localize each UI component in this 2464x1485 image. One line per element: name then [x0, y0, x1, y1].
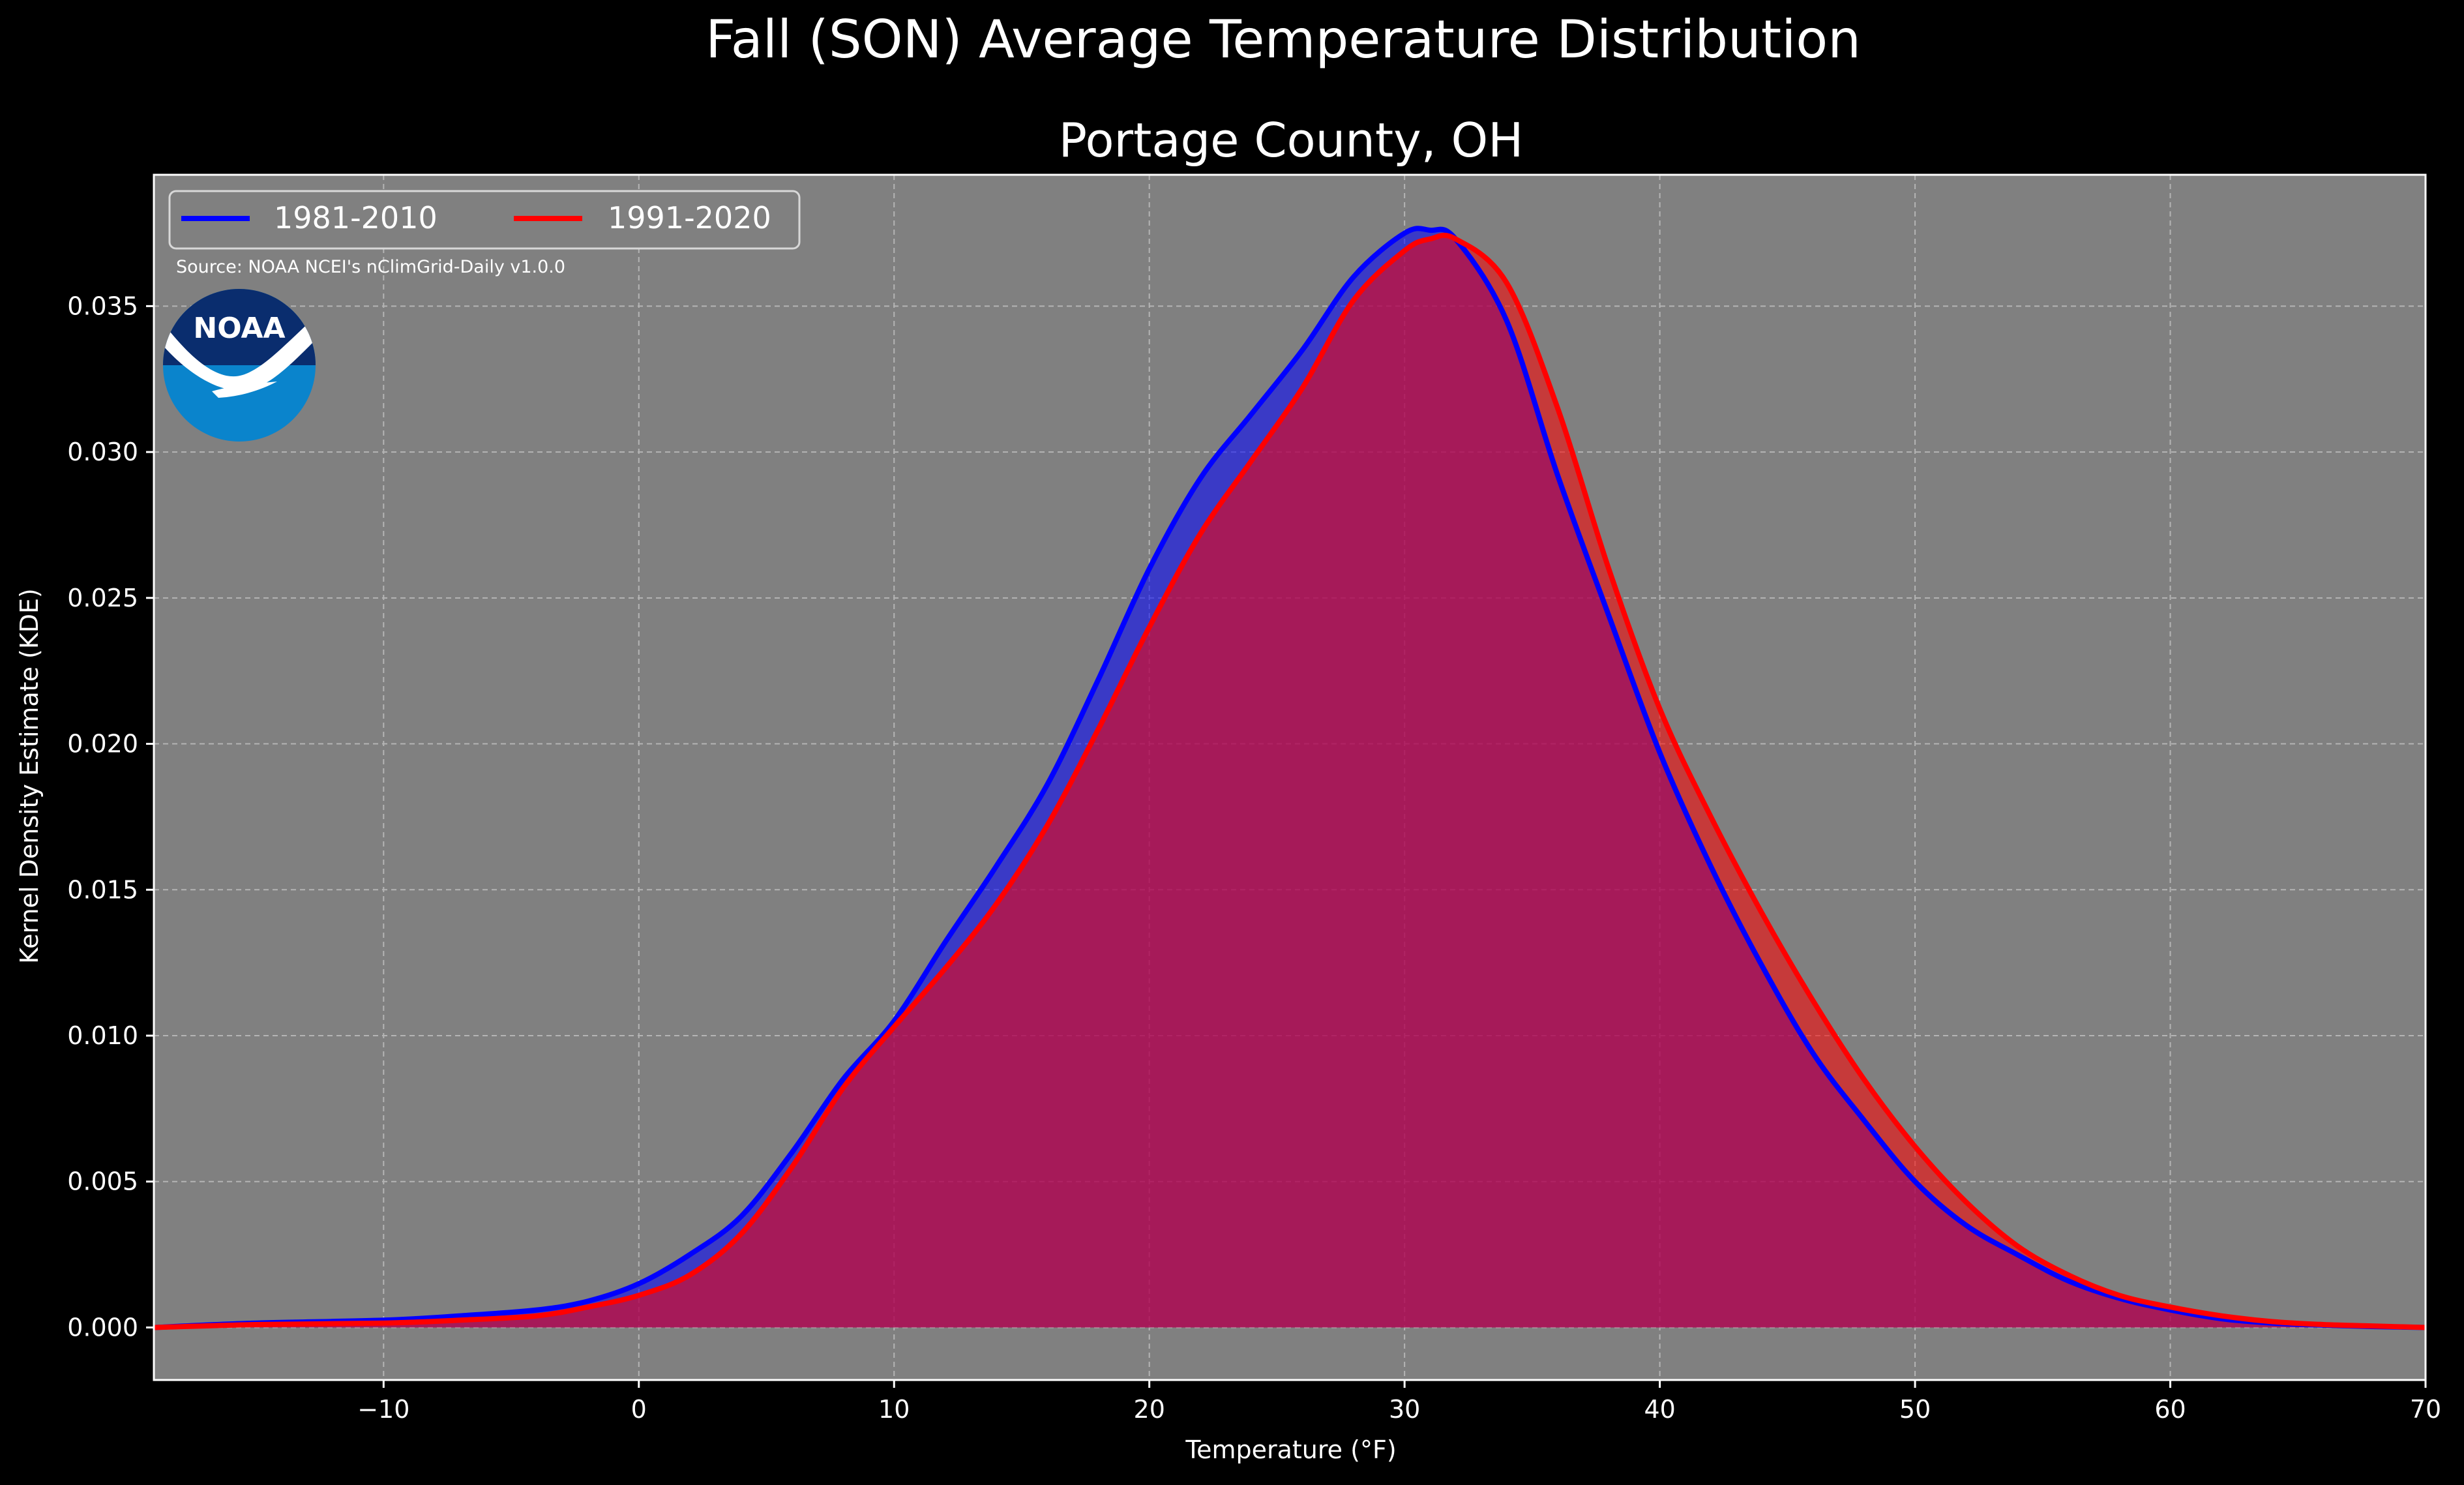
plot-frame [153, 173, 2427, 1381]
y-tick-label: 0.025 [67, 584, 138, 612]
series-areas [154, 228, 2426, 1328]
chart-subtitle: Portage County, OH [1059, 113, 1524, 168]
x-tick-label: 70 [2410, 1395, 2441, 1424]
x-tick-label: 10 [878, 1395, 910, 1424]
x-tick-label: 40 [1644, 1395, 1675, 1424]
line-1991-2020 [153, 232, 2426, 1330]
noaa-logo-bird-icon [163, 313, 316, 391]
x-tick-label: 0 [631, 1395, 647, 1424]
source-note: Source: NOAA NCEI's nClimGrid-Daily v1.0… [176, 257, 565, 277]
legend: 1981-2010 1991-2020 [168, 190, 801, 250]
y-tick-label: 0.005 [67, 1167, 138, 1196]
line-1981-2010 [153, 226, 2426, 1330]
y-tick-label: 0.010 [67, 1021, 138, 1050]
y-tick-label: 0.000 [67, 1313, 138, 1342]
x-axis-ticks: −10 0 10 20 30 40 50 60 70 [357, 1380, 2441, 1424]
x-tick-label: 50 [1899, 1395, 1931, 1424]
chart-title: Fall (SON) Average Temperature Distribut… [705, 9, 1861, 70]
y-tick-label: 0.030 [67, 438, 138, 466]
legend-label-1991-2020: 1991-2020 [608, 200, 771, 235]
y-tick-label: 0.035 [67, 292, 138, 320]
legend-label-1981-2010: 1981-2010 [274, 200, 438, 235]
y-tick-label: 0.015 [67, 875, 138, 904]
noaa-logo-tail-icon [212, 382, 277, 398]
y-tick-label: 0.020 [67, 730, 138, 758]
x-tick-label: −10 [357, 1395, 409, 1424]
y-axis-label: Kernel Density Estimate (KDE) [15, 588, 44, 964]
x-tick-label: 60 [2154, 1395, 2186, 1424]
y-axis-ticks: 0.000 0.005 0.010 0.015 0.020 0.025 0.030 0.035 [67, 292, 154, 1342]
x-tick-label: 30 [1389, 1395, 1420, 1424]
series-lines [153, 226, 2426, 1330]
x-tick-label: 20 [1134, 1395, 1165, 1424]
area-1991-2020 [154, 235, 2426, 1328]
x-axis-label: Temperature (°F) [1185, 1435, 1396, 1464]
noaa-logo-text: NOAA [193, 312, 285, 345]
legend-box [168, 190, 801, 250]
